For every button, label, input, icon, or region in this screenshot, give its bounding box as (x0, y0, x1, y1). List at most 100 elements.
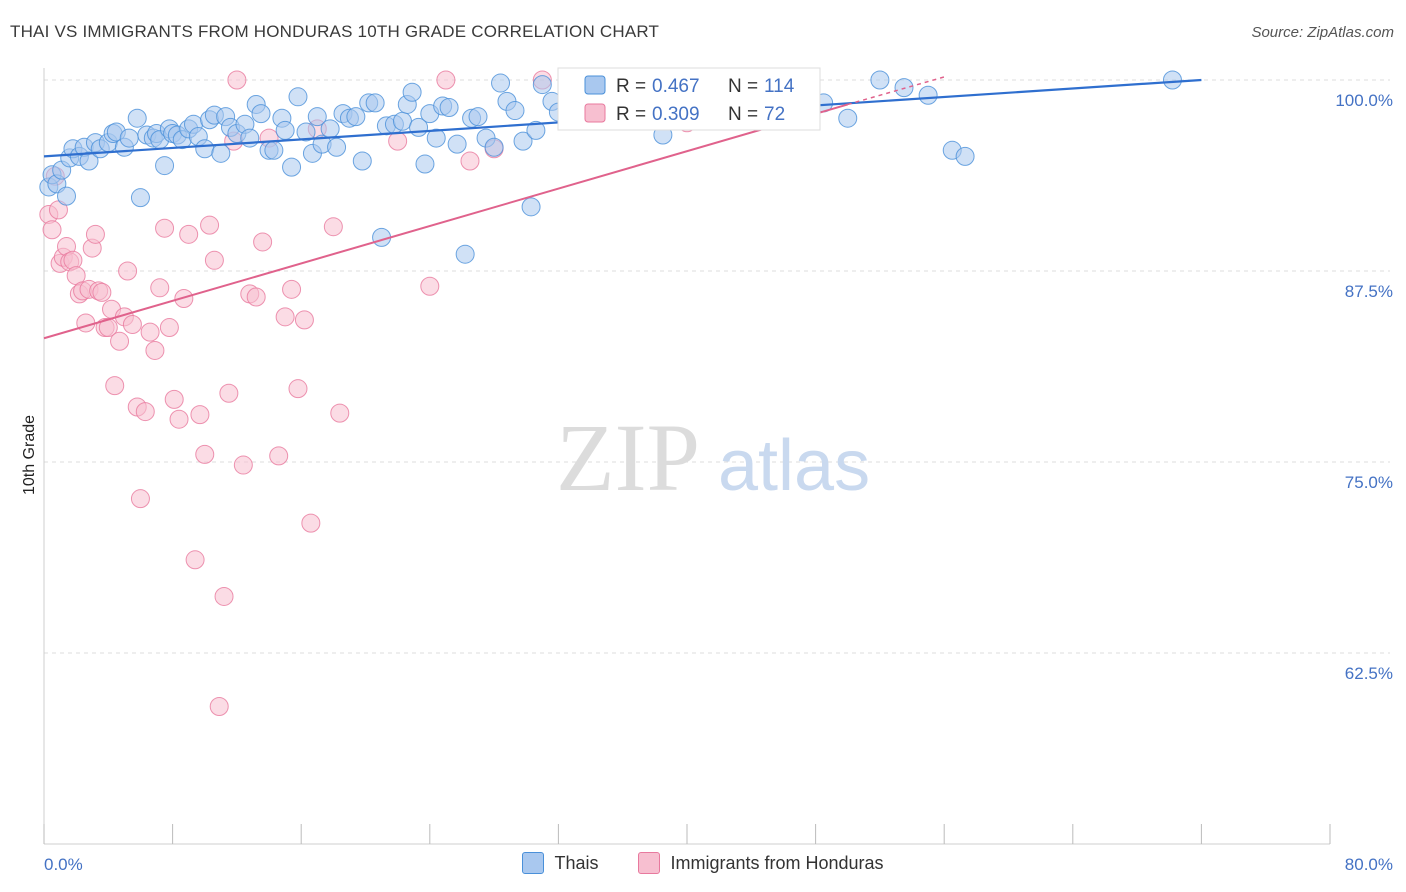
honduras-point (140, 322, 160, 342)
legend-item-honduras[interactable]: Immigrants from Honduras (638, 852, 884, 874)
honduras-point (122, 314, 142, 334)
thais-point (195, 139, 215, 159)
thais-point (127, 108, 147, 128)
bottom-legend: Thais Immigrants from Honduras (0, 852, 1406, 874)
honduras-point (214, 586, 234, 606)
legend-label-honduras: Immigrants from Honduras (670, 852, 884, 873)
thais-point (155, 156, 175, 176)
legend-swatch-honduras (638, 852, 661, 874)
thais-point (955, 146, 975, 166)
honduras-point (92, 282, 112, 302)
honduras-point (130, 489, 150, 509)
y-tick-label: 87.5% (1345, 282, 1393, 301)
honduras-point (76, 313, 96, 333)
stats-n-value-blue: 114 (764, 76, 795, 97)
thais-point (352, 151, 372, 171)
honduras-point (219, 383, 239, 403)
legend-swatch-thais (522, 852, 545, 874)
stats-n-label: N = (728, 76, 758, 97)
x-tick-label: 0.0% (44, 855, 83, 874)
thais-point (491, 73, 511, 93)
thais-point (1162, 70, 1182, 90)
stats-r-label: R = (616, 104, 646, 125)
watermark-zip: ZIP (556, 404, 700, 511)
honduras-point (460, 151, 480, 171)
thais-point (130, 188, 150, 208)
stats-r-value-blue: 0.467 (652, 76, 700, 97)
gridlines (44, 79, 1390, 654)
honduras-point (179, 224, 199, 244)
thais-point (365, 93, 385, 113)
thais-point (327, 137, 347, 157)
thais-point (513, 131, 533, 151)
watermark: ZIP atlas (556, 404, 870, 511)
legend-item-thais[interactable]: Thais (522, 852, 598, 874)
honduras-point (275, 307, 295, 327)
thais-point (468, 107, 488, 127)
honduras-point (209, 696, 229, 716)
stats-legend: R = 0.467 N = 114 R = 0.309 N = 72 (557, 67, 821, 131)
honduras-point (420, 276, 440, 296)
honduras-point (388, 131, 408, 151)
thais-point (870, 70, 890, 90)
thais-point (392, 111, 412, 131)
honduras-point (135, 402, 155, 422)
honduras-point (246, 287, 266, 307)
honduras-point (253, 232, 273, 252)
honduras-point (164, 389, 184, 409)
thais-point (455, 244, 475, 264)
stats-n-value-pink: 72 (764, 104, 785, 125)
honduras-point (150, 278, 170, 298)
thais-point (402, 82, 422, 102)
y-tick-label: 75.0% (1345, 473, 1393, 492)
honduras-point (233, 455, 253, 475)
thais-point (521, 197, 541, 217)
stats-swatch-pink (584, 103, 606, 123)
stats-swatch-blue (584, 75, 606, 95)
honduras-point (159, 318, 179, 338)
trend-line-honduras-extension (847, 76, 945, 106)
honduras-point (118, 261, 138, 281)
honduras-point (105, 376, 125, 396)
honduras-point (323, 217, 343, 237)
legend-label-thais: Thais (554, 852, 599, 873)
axes (43, 68, 1331, 845)
y-tick-label: 62.5% (1345, 664, 1393, 683)
thais-point (264, 140, 284, 160)
thais-point (918, 85, 938, 105)
honduras-point (269, 446, 289, 466)
x-tick-label: 80.0% (1345, 855, 1393, 874)
thais-point (282, 157, 302, 177)
thais-point (484, 137, 504, 157)
honduras-point (145, 340, 165, 360)
y-tick-label: 100.0% (1335, 91, 1393, 110)
thais-point (79, 151, 99, 171)
thais-point (211, 143, 231, 163)
honduras-point (200, 215, 220, 235)
thais-point (532, 75, 552, 95)
honduras-point (227, 70, 247, 90)
honduras-point (288, 379, 308, 399)
thais-point (307, 107, 327, 127)
honduras-point (110, 331, 130, 351)
x-tick-labels: 0.0% 80.0% (44, 855, 1393, 874)
honduras-point (301, 513, 321, 533)
thais-point (288, 87, 308, 107)
chart-title: THAI VS IMMIGRANTS FROM HONDURAS 10TH GR… (10, 22, 660, 41)
honduras-point (169, 409, 189, 429)
thais-point (119, 128, 139, 148)
y-tick-labels: 100.0% 87.5% 75.0% 62.5% (1335, 91, 1393, 683)
thais-point (275, 120, 295, 140)
thais-point (439, 98, 459, 118)
honduras-point (282, 279, 302, 299)
thais-point (240, 128, 260, 148)
thais-point (296, 122, 316, 142)
thais-point (320, 119, 340, 139)
thais-point (838, 108, 858, 128)
thais-point (426, 128, 446, 148)
thais-point (346, 107, 366, 127)
thais-point (505, 101, 525, 121)
honduras-point (42, 220, 62, 240)
honduras-point (155, 218, 175, 238)
